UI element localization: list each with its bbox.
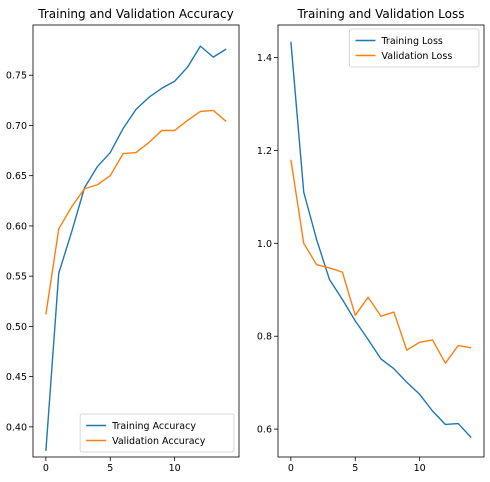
accuracy-y-tick-label: 0.65: [6, 171, 27, 182]
loss-y-tick-label: 1.2: [257, 146, 272, 157]
loss-chart-title: Training and Validation Loss: [297, 7, 465, 21]
accuracy-legend-validation-accuracy-label: Validation Accuracy: [112, 436, 206, 447]
loss-legend-box: [349, 28, 480, 68]
accuracy-legend: Training Accuracy Validation Accuracy: [79, 413, 235, 453]
loss-x-tick-label: 5: [352, 463, 358, 474]
loss-legend-training-loss-label: Training Loss: [381, 36, 443, 47]
accuracy-y-tick-label: 0.40: [6, 422, 27, 433]
accuracy-y-tick-label: 0.55: [6, 272, 27, 283]
accuracy-x-tick-label: 0: [43, 463, 49, 474]
accuracy-axes-frame: [32, 24, 240, 458]
loss-legend-validation-loss-label: Validation Loss: [382, 51, 453, 62]
accuracy-x-tick-label: 5: [107, 463, 113, 474]
loss-y-tick-label: 1.0: [257, 239, 272, 250]
accuracy-series-training-accuracy: [45, 45, 227, 452]
loss-y-tick-label: 0.6: [257, 425, 272, 436]
accuracy-y-tick-label: 0.50: [6, 322, 27, 333]
accuracy-series-validation-accuracy: [45, 109, 227, 315]
accuracy-legend-box: [79, 413, 235, 453]
loss-x-tick-label: 10: [414, 463, 426, 474]
loss-axes-frame: [277, 24, 485, 458]
accuracy-y-tick-label: 0.45: [6, 372, 27, 383]
accuracy-y-tick-label: 0.75: [6, 71, 27, 82]
accuracy-chart: Training and Validation Accuracy 0 5 10 0.40…: [6, 7, 240, 474]
loss-y-tick-label: 0.8: [257, 332, 272, 343]
loss-series-training-loss: [290, 41, 472, 438]
accuracy-x-tick-label: 10: [169, 463, 181, 474]
accuracy-y-tick-label: 0.70: [6, 121, 27, 132]
loss-y-tick-label: 1.4: [257, 53, 272, 64]
loss-chart: Training and Validation Loss 0 5 10 0.6 0.8 1.…: [257, 7, 485, 474]
accuracy-chart-title: Training and Validation Accuracy: [37, 7, 233, 21]
loss-x-tick-label: 0: [288, 463, 294, 474]
loss-series-validation-loss: [290, 159, 472, 364]
accuracy-y-tick-label: 0.60: [6, 221, 27, 232]
loss-legend: Training Loss Validation Loss: [349, 28, 480, 68]
accuracy-legend-training-accuracy-label: Training Accuracy: [111, 421, 196, 432]
